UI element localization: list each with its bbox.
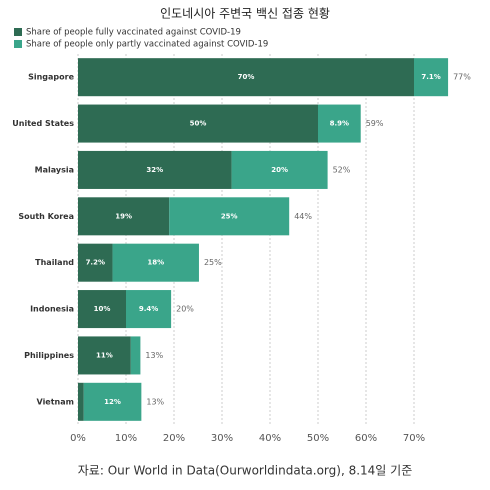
total-label: 13% <box>146 397 164 406</box>
value-label: 18% <box>147 259 164 267</box>
value-label: 12% <box>104 398 121 406</box>
bar-segment <box>231 150 328 189</box>
bar-segment <box>78 150 232 189</box>
bar-segment <box>112 243 199 282</box>
x-tick-label: 70% <box>403 433 425 444</box>
bar-segment <box>130 336 141 375</box>
bar-segment <box>78 104 318 143</box>
bar-segment <box>78 58 414 97</box>
bar-segment <box>78 243 113 282</box>
x-tick-label: 40% <box>259 433 281 444</box>
total-label: 59% <box>366 119 384 128</box>
value-label: 25% <box>221 212 238 220</box>
bar-segment <box>126 290 172 329</box>
x-tick-label: 20% <box>163 433 185 444</box>
value-label: 10% <box>94 305 111 313</box>
category-label: Indonesia <box>30 305 74 314</box>
category-label: Vietnam <box>37 397 74 406</box>
x-tick-label: 30% <box>211 433 233 444</box>
value-label: 20% <box>271 166 288 174</box>
category-label: United States <box>12 119 74 128</box>
bar-segment <box>169 197 290 236</box>
bar-segment <box>78 197 170 236</box>
x-tick-label: 10% <box>115 433 137 444</box>
value-label: 7.1% <box>421 73 440 81</box>
value-label: 32% <box>146 166 163 174</box>
legend-swatch <box>14 40 22 48</box>
bar-segment <box>78 336 131 375</box>
source: 자료: Our World in Data(Ourworldindata.org… <box>78 464 412 478</box>
category-label: Malaysia <box>35 165 74 174</box>
total-label: 44% <box>294 212 312 221</box>
value-label: 9.4% <box>139 305 158 313</box>
bar-segment <box>414 58 449 97</box>
category-label: Singapore <box>28 73 74 82</box>
value-label: 70% <box>238 73 255 81</box>
total-label: 77% <box>453 73 471 82</box>
value-label: 7.2% <box>86 259 105 267</box>
total-label: 13% <box>145 351 163 360</box>
category-label: Thailand <box>35 258 74 267</box>
bar-segment <box>78 382 84 421</box>
bar-segment <box>78 290 126 329</box>
x-tick-label: 0% <box>70 433 86 444</box>
legend-label: Share of people fully vaccinated against… <box>26 28 241 38</box>
chart-title: 인도네시아 주변국 백신 접종 현황 <box>160 7 330 21</box>
bar-segment <box>318 104 361 143</box>
value-label: 8.9% <box>330 120 349 128</box>
legend-swatch <box>14 28 22 36</box>
x-tick-label: 50% <box>307 433 329 444</box>
total-label: 20% <box>176 305 194 314</box>
category-label: Philippines <box>24 351 74 360</box>
legend-label: Share of people only partly vaccinated a… <box>26 40 268 50</box>
bar-segment <box>83 382 142 421</box>
x-tick-label: 60% <box>355 433 377 444</box>
value-label: 19% <box>115 212 132 220</box>
total-label: 52% <box>333 165 351 174</box>
value-label: 11% <box>96 351 113 359</box>
category-label: South Korea <box>18 212 74 221</box>
total-label: 25% <box>204 258 222 267</box>
value-label: 50% <box>190 120 207 128</box>
